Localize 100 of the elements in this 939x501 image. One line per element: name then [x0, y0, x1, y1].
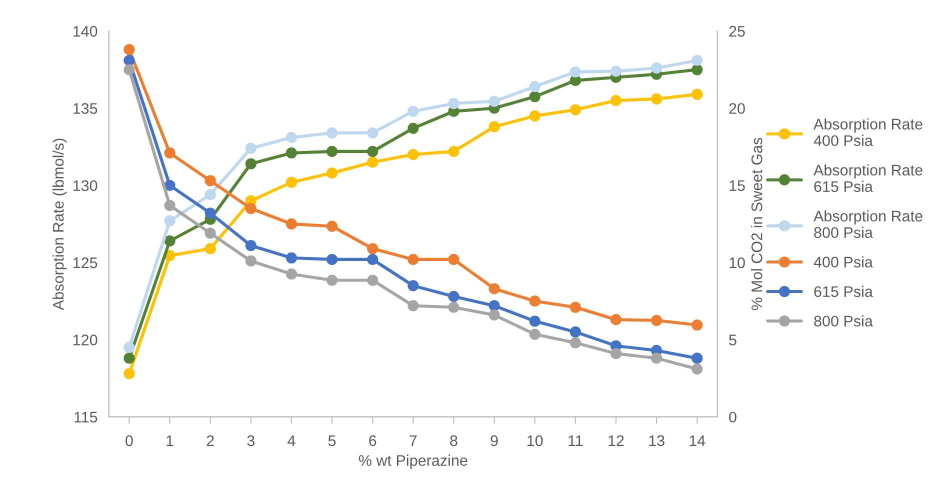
legend-label: 400 Psia	[814, 256, 873, 268]
y2-tick-label: 0	[729, 412, 736, 423]
point	[124, 352, 135, 364]
y2-tick-label: 10	[730, 257, 745, 268]
legend-label: Absorption Rate 400 Psia	[814, 118, 922, 146]
x-tick-label: 11	[568, 435, 583, 446]
point	[326, 167, 338, 179]
point	[286, 268, 298, 280]
x-tick-label: 13	[649, 435, 664, 446]
point	[286, 176, 298, 188]
y-axis-title: Absorption Rate (lbmol/s)	[52, 138, 67, 310]
x-tick-label: 8	[450, 435, 458, 446]
point	[367, 254, 378, 265]
y2-tick-label: 5	[729, 334, 736, 346]
point	[124, 368, 135, 380]
point	[204, 228, 216, 239]
legend-label: 615 Psia	[814, 286, 873, 298]
point	[164, 147, 176, 159]
point	[448, 290, 460, 302]
point	[204, 208, 216, 219]
x-tick-label: 3	[247, 435, 254, 446]
x-axis-title: % wt Piperazine	[358, 454, 468, 469]
point	[326, 127, 338, 138]
point	[570, 104, 581, 116]
point	[692, 363, 703, 375]
point	[529, 316, 540, 327]
point	[245, 142, 256, 154]
point	[286, 252, 298, 264]
point	[488, 309, 500, 321]
point	[124, 44, 135, 56]
point	[326, 146, 338, 157]
point	[570, 66, 581, 78]
point	[245, 202, 256, 214]
point	[529, 328, 540, 340]
y2-tick-label: 15	[730, 180, 745, 192]
y-tick-label: 135	[73, 103, 98, 114]
y-tick-label: 115	[74, 412, 98, 423]
point	[570, 302, 581, 313]
point	[367, 127, 378, 138]
point	[326, 274, 338, 286]
y2-tick-label: 25	[729, 26, 745, 37]
point	[367, 156, 378, 168]
point	[204, 243, 216, 254]
point	[124, 342, 135, 353]
x-tick-label: 14	[690, 435, 706, 446]
point	[570, 337, 581, 348]
point	[488, 283, 500, 294]
point	[408, 300, 419, 312]
point	[650, 352, 662, 364]
point	[367, 274, 378, 286]
point	[164, 235, 176, 246]
point	[245, 240, 256, 252]
point	[610, 94, 622, 106]
point	[408, 122, 419, 134]
y-tick-label: 130	[73, 180, 98, 192]
y-tick-label: 140	[73, 26, 98, 37]
y2-axis-title: % Mol CO2 in Sweet Gas	[751, 138, 762, 310]
point	[488, 121, 500, 132]
legend-label: 800 Psia	[814, 315, 873, 327]
point	[692, 319, 703, 331]
x-tick-label: 6	[369, 435, 376, 446]
y-tick-label: 125	[73, 257, 98, 268]
point	[529, 296, 540, 307]
point	[610, 348, 622, 360]
x-tick-label: 9	[490, 435, 498, 446]
point	[204, 189, 216, 200]
point	[245, 158, 256, 170]
x-tick-label: 10	[528, 435, 543, 446]
point	[326, 254, 338, 265]
x-tick-label: 12	[608, 435, 624, 446]
point	[448, 146, 460, 157]
point	[124, 54, 135, 66]
point	[570, 326, 581, 338]
point	[326, 220, 338, 232]
point	[448, 98, 460, 110]
legend-label: Absorption Rate 800 Psia	[814, 210, 922, 238]
point	[408, 280, 419, 292]
point	[610, 66, 622, 77]
y2-tick-label: 20	[729, 103, 745, 114]
point	[286, 132, 298, 144]
legend-label: Absorption Rate 615 Psia	[814, 164, 922, 192]
point	[488, 300, 500, 312]
x-tick-label: 0	[126, 435, 133, 446]
point	[408, 106, 419, 117]
x-tick-label: 7	[410, 435, 417, 446]
point	[692, 352, 703, 364]
point	[164, 215, 176, 226]
point	[650, 314, 662, 326]
x-tick-label: 5	[328, 435, 336, 446]
point	[204, 175, 216, 186]
point	[286, 218, 298, 230]
point	[650, 62, 662, 74]
point	[488, 96, 500, 107]
point	[448, 302, 460, 313]
point	[448, 254, 460, 265]
point	[529, 91, 540, 102]
point	[164, 200, 176, 211]
point	[286, 147, 298, 159]
point	[124, 64, 135, 76]
point	[650, 93, 662, 105]
